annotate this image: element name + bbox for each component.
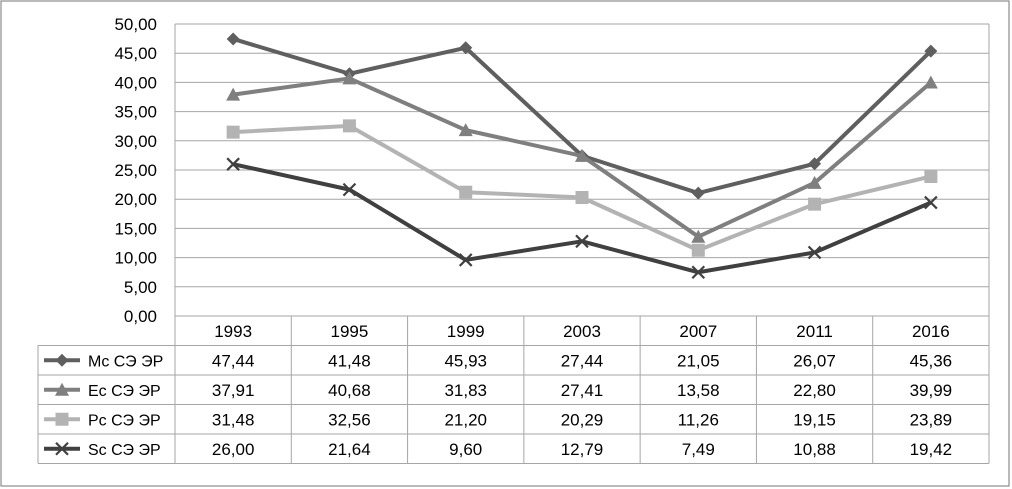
data-point-sc xyxy=(691,265,706,280)
legend-marker-mc xyxy=(55,353,69,367)
y-tick-label: 30,00 xyxy=(114,132,157,151)
y-tick-label: 50,00 xyxy=(114,15,157,34)
table-cell-pc: 32,56 xyxy=(328,410,371,429)
data-point-pc xyxy=(342,119,356,133)
table-cell-mc: 47,44 xyxy=(212,351,255,370)
table-cell-pc: 23,89 xyxy=(910,410,953,429)
legend-key-pc xyxy=(44,412,80,426)
y-tick-label: 40,00 xyxy=(114,73,157,92)
table-cell-pc: 31,48 xyxy=(212,410,255,429)
data-point-pc xyxy=(459,185,473,199)
data-point-sc xyxy=(226,157,240,171)
category-label: 1993 xyxy=(214,322,252,341)
data-point-mc xyxy=(226,32,240,46)
series-lines xyxy=(226,32,938,280)
table-cell-ec: 22,80 xyxy=(793,381,836,400)
y-tick-label: 45,00 xyxy=(114,44,157,63)
table-cell-pc: 21,20 xyxy=(444,410,487,429)
data-point-ec xyxy=(691,229,706,243)
y-axis-tick-labels: 0,00 5,00 10,00 15,00 20,00 25,00 30,00 35,00 40… xyxy=(114,15,157,326)
table-cell-ec: 40,68 xyxy=(328,381,371,400)
legend-key-ec xyxy=(44,382,80,396)
category-label: 2007 xyxy=(679,322,717,341)
category-label: 1995 xyxy=(331,322,369,341)
y-tick-label: 10,00 xyxy=(114,249,157,268)
table-cell-ec: 37,91 xyxy=(212,381,255,400)
data-point-ec xyxy=(342,71,357,85)
data-point-pc xyxy=(924,169,938,183)
data-point-pc xyxy=(226,125,240,139)
data-point-mc xyxy=(924,44,938,58)
data-point-sc xyxy=(575,234,589,249)
table-cell-pc: 20,29 xyxy=(561,410,604,429)
y-tick-label: 35,00 xyxy=(114,103,157,122)
table-cell-ec: 39,99 xyxy=(910,381,953,400)
legend-label-ec: Ec СЭ ЭР xyxy=(88,383,161,400)
data-point-sc xyxy=(924,195,938,210)
legend-marker-pc xyxy=(55,412,69,426)
table-cell-sc: 7,49 xyxy=(682,440,715,459)
data-point-ec xyxy=(923,75,938,89)
legend-label-sc: Sc СЭ ЭР xyxy=(88,442,161,459)
data-point-pc xyxy=(691,243,705,257)
table-cell-pc: 19,15 xyxy=(793,410,836,429)
data-point-sc xyxy=(458,253,473,267)
table-cell-mc: 27,44 xyxy=(561,351,604,370)
data-point-ec xyxy=(458,123,473,137)
table-cell-mc: 45,36 xyxy=(910,351,953,370)
category-label: 1999 xyxy=(447,322,485,341)
y-tick-label: 15,00 xyxy=(114,219,157,238)
table-cell-sc: 10,88 xyxy=(793,440,836,459)
legend-key-mc xyxy=(44,353,80,367)
table-cell-pc: 11,26 xyxy=(678,410,719,429)
data-point-ec xyxy=(226,87,241,101)
data-point-pc xyxy=(808,197,822,211)
legend-label-pc: Pc СЭ ЭР xyxy=(88,412,161,429)
table-cell-mc: 45,93 xyxy=(444,351,487,370)
table-cell-ec: 27,41 xyxy=(561,381,604,400)
data-point-sc xyxy=(807,245,822,260)
legend-label-mc: Mc СЭ ЭР xyxy=(88,353,163,370)
table-cell-mc: 41,48 xyxy=(328,351,371,370)
legend-key-sc xyxy=(44,441,80,456)
category-label: 2016 xyxy=(912,322,950,341)
table-cell-mc: 26,07 xyxy=(793,351,836,370)
legend-marker-sc xyxy=(55,441,69,456)
y-tick-label: 5,00 xyxy=(124,278,157,297)
y-tick-label: 0,00 xyxy=(124,307,157,326)
table-cell-sc: 12,79 xyxy=(561,440,604,459)
table-cell-ec: 13,58 xyxy=(677,381,720,400)
data-table: 1993 1995 1999 2003 2007 2011 2016 Mc СЭ ЭР 47,4… xyxy=(37,315,990,464)
y-tick-label: 20,00 xyxy=(114,190,157,209)
data-point-mc xyxy=(808,157,822,171)
table-cell-sc: 26,00 xyxy=(212,440,255,459)
category-label: 2003 xyxy=(563,322,601,341)
data-point-ec xyxy=(807,175,822,189)
table-cell-mc: 21,05 xyxy=(677,351,720,370)
table-cell-ec: 31,83 xyxy=(444,381,487,400)
data-point-ec xyxy=(575,148,589,162)
legend-marker-ec xyxy=(55,382,69,396)
data-point-sc xyxy=(342,182,357,197)
table-cell-sc: 21,64 xyxy=(328,440,371,459)
table-cell-sc: 19,42 xyxy=(910,440,953,459)
data-point-pc xyxy=(575,191,589,205)
table-cell-sc: 9,60 xyxy=(449,440,482,459)
y-tick-label: 25,00 xyxy=(114,161,157,180)
category-label: 2011 xyxy=(796,322,833,341)
data-point-mc xyxy=(459,41,473,55)
data-point-mc xyxy=(691,186,705,200)
